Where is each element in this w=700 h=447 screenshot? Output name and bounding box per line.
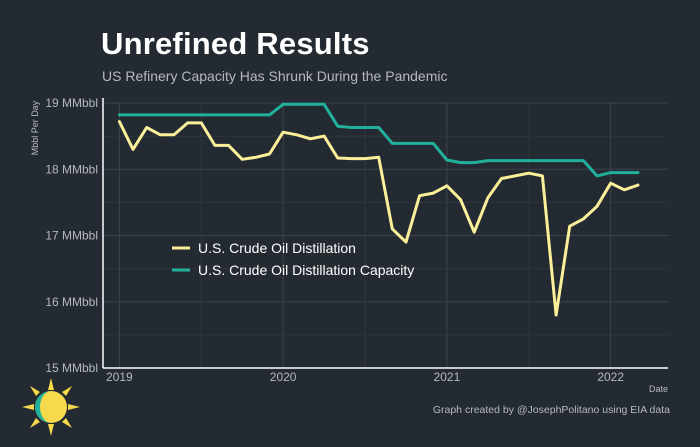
y-axis-label: Mbbl Per Day: [30, 100, 40, 155]
series-lines: [117, 102, 640, 317]
x-tick-label-0: 2019: [106, 370, 133, 384]
legend-label-capacity: U.S. Crude Oil Distillation Capacity: [198, 262, 414, 278]
legend-label-distillation: U.S. Crude Oil Distillation: [198, 240, 356, 256]
chart-title: Unrefined Results: [101, 26, 370, 61]
y-tick-label-4: 19 MMbbl: [45, 96, 98, 110]
y-tick-labels: 15 MMbbl 16 MMbbl 17 MMbbl 18 MMbbl 19 MMbbl: [45, 96, 98, 375]
chart-subtitle: US Refinery Capacity Has Shrunk During t…: [102, 68, 448, 84]
y-tick-label-3: 18 MMbbl: [45, 162, 98, 176]
x-tick-label-1: 2020: [270, 370, 297, 384]
sun-logo-icon: [22, 378, 80, 436]
grid: [103, 102, 668, 369]
axes: [102, 98, 668, 369]
x-tick-labels: 2019 2020 2021 2022: [106, 370, 624, 384]
series-line-capacity: [117, 102, 640, 178]
x-tick-label-2: 2021: [434, 370, 461, 384]
legend: U.S. Crude Oil Distillation U.S. Crude O…: [172, 240, 414, 278]
x-axis-label: Date: [649, 384, 668, 394]
x-tick-label-3: 2022: [597, 370, 624, 384]
y-tick-label-1: 16 MMbbl: [45, 295, 98, 309]
source-credit: Graph created by @JosephPolitano using E…: [432, 404, 670, 416]
y-tick-label-0: 15 MMbbl: [45, 361, 98, 375]
series-line-distillation: [117, 120, 640, 317]
y-tick-label-2: 17 MMbbl: [45, 229, 98, 243]
